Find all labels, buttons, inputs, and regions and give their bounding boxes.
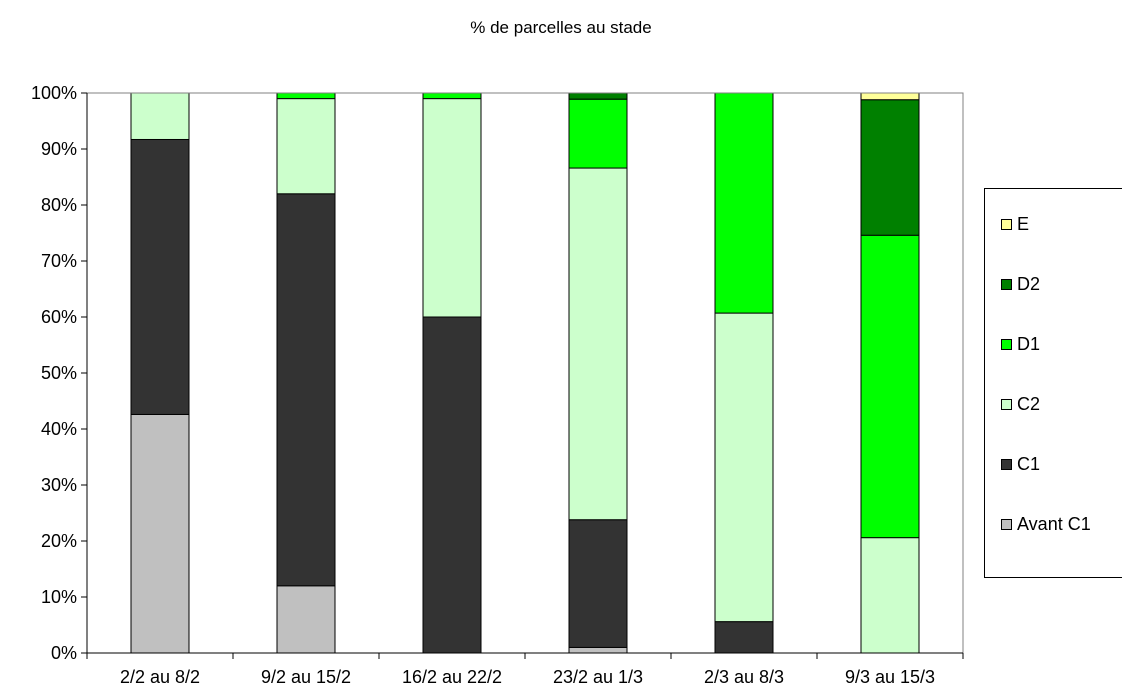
legend-label: Avant C1 [1017, 513, 1091, 534]
x-tick-label: 23/2 au 1/3 [553, 667, 643, 687]
bar-segment-c1 [568, 519, 628, 648]
legend-item-c1: C1 [1001, 454, 1040, 474]
legend-swatch [1001, 338, 1012, 350]
plot-area [86, 92, 964, 654]
bar-segment-c2 [130, 92, 190, 140]
y-tick-label: 80% [41, 195, 77, 215]
x-tick-label: 2/3 au 8/3 [704, 667, 784, 687]
legend-swatch [1001, 458, 1012, 470]
legend-label: D1 [1017, 333, 1041, 354]
y-tick-label: 40% [41, 419, 77, 439]
x-tick-label: 2/2 au 8/2 [120, 667, 200, 687]
legend-item-d2: D2 [1001, 274, 1040, 294]
bar-segment-c1 [276, 193, 336, 587]
bar-segment-d1 [714, 92, 774, 314]
y-tick-label: 0% [51, 643, 77, 663]
bar-segment-d2 [568, 92, 628, 100]
bars-layer [130, 92, 920, 654]
bar-segment-e [860, 92, 920, 101]
legend-swatch [1001, 518, 1012, 530]
bar-segment-c2 [860, 537, 920, 654]
y-tick-label: 10% [41, 587, 77, 607]
bar-segment-avant-c1 [130, 413, 190, 654]
y-tick-label: 30% [41, 475, 77, 495]
bar-segment-c2 [276, 98, 336, 195]
bar-segment-avant-c1 [568, 646, 628, 654]
bar-segment-c2 [422, 98, 482, 318]
legend: E D2 D1 C2 C1 Avant C1 [984, 188, 1122, 578]
legend-label: E [1017, 213, 1030, 234]
y-tick-label: 50% [41, 363, 77, 383]
legend-swatch [1001, 218, 1012, 230]
axis-layer: 0% 10% 20% 30% 40% 50% 60% 70% 80% 90% 100% 2/2 au … [31, 83, 964, 687]
x-tick-label: 9/3 au 15/3 [845, 667, 935, 687]
bar-segment-d1 [276, 92, 336, 100]
bar-segment-c1 [130, 138, 190, 415]
x-tick-label: 9/2 au 15/2 [261, 667, 351, 687]
chart-title: % de parcelles au stade [470, 18, 652, 37]
bar-segment-c2 [568, 167, 628, 521]
legend-label: C1 [1017, 453, 1041, 474]
legend-swatch [1001, 398, 1012, 410]
bar-segment-d1 [860, 234, 920, 539]
legend-item-c2: C2 [1001, 394, 1040, 414]
x-tick-label: 16/2 au 22/2 [402, 667, 502, 687]
legend-item-d1: D1 [1001, 334, 1040, 354]
bar-segment-c2 [714, 312, 774, 623]
bar-segment-avant-c1 [276, 585, 336, 654]
bar-segment-d2 [860, 99, 920, 236]
y-tick-label: 60% [41, 307, 77, 327]
y-tick-label: 20% [41, 531, 77, 551]
bar-segment-c1 [714, 621, 774, 654]
bar-segment-d1 [422, 92, 482, 100]
bar-segment-d1 [568, 98, 628, 169]
legend-label: C2 [1017, 393, 1041, 414]
y-tick-label: 70% [41, 251, 77, 271]
bar-segment-c1 [422, 316, 482, 654]
legend-label: D2 [1017, 273, 1041, 294]
legend-swatch [1001, 278, 1012, 290]
y-tick-label: 100% [31, 83, 77, 103]
legend-item-e: E [1001, 214, 1029, 234]
legend-item-avant-c1: Avant C1 [1001, 514, 1091, 534]
y-tick-label: 90% [41, 139, 77, 159]
